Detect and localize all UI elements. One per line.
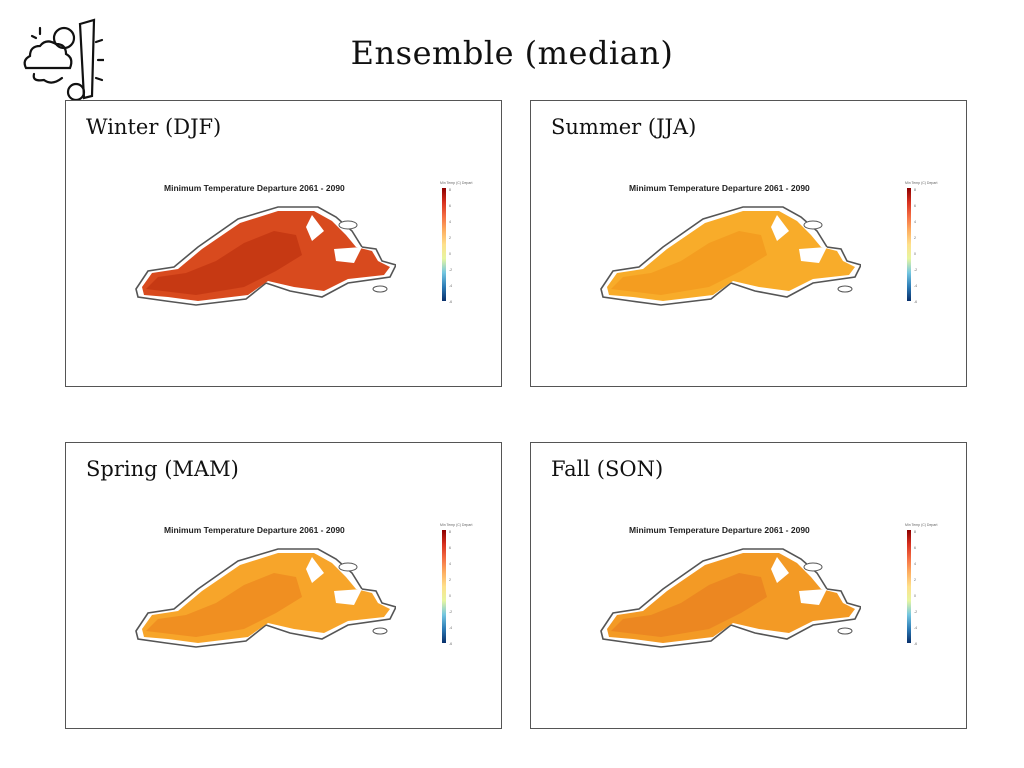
- legend-tick: 2: [449, 236, 451, 240]
- panel-fall: Fall (SON) Minimum Temperature Departure…: [530, 442, 967, 729]
- legend-tick: -2: [914, 268, 918, 272]
- legend-ticks: 8 6 4 2 0 -2 -4 -6: [914, 188, 918, 304]
- map-title: Minimum Temperature Departure 2061 - 209…: [629, 525, 810, 535]
- legend-tick: -4: [449, 284, 453, 288]
- legend-tick: 6: [449, 204, 451, 208]
- temperature-map: [600, 548, 861, 648]
- map-title: Minimum Temperature Departure 2061 - 209…: [164, 183, 345, 193]
- legend-tick: 2: [914, 236, 916, 240]
- legend-tick: 6: [914, 546, 916, 550]
- island-shape: [372, 285, 388, 293]
- legend-ticks: 8 6 4 2 0 -2 -4 -6: [449, 188, 453, 304]
- color-legend: [907, 530, 911, 643]
- legend-ticks: 8 6 4 2 0 -2 -4 -6: [914, 530, 918, 646]
- legend-tick: 4: [914, 562, 916, 566]
- island-shape: [803, 220, 823, 230]
- gap-shape: [771, 557, 827, 605]
- temperature-map: [135, 206, 396, 306]
- legend-tick: 8: [914, 188, 916, 192]
- panel-summer: Summer (JJA) Minimum Temperature Departu…: [530, 100, 967, 387]
- panel-spring: Spring (MAM) Minimum Temperature Departu…: [65, 442, 502, 729]
- panel-winter: Winter (DJF) Minimum Temperature Departu…: [65, 100, 502, 387]
- legend-ticks: 8 6 4 2 0 -2 -4 -6: [449, 530, 453, 646]
- legend-tick: -4: [914, 626, 918, 630]
- legend-tick: 0: [449, 252, 451, 256]
- color-legend: [907, 188, 911, 301]
- map-shade: [146, 231, 302, 295]
- legend-tick: 8: [914, 530, 916, 534]
- legend-tick: 0: [449, 594, 451, 598]
- legend-title: Min Temp (C) Depart: [905, 523, 938, 527]
- legend-tick: -2: [449, 268, 453, 272]
- panel-label: Winter (DJF): [86, 115, 222, 139]
- legend-title: Min Temp (C) Depart: [440, 523, 473, 527]
- legend-tick: 2: [914, 578, 916, 582]
- gap-shape: [306, 557, 362, 605]
- legend-tick: 6: [449, 546, 451, 550]
- legend-tick: -2: [449, 610, 453, 614]
- island-shape: [803, 562, 823, 572]
- legend-tick: -6: [449, 300, 453, 304]
- panel-label: Fall (SON): [551, 457, 664, 481]
- temperature-map: [135, 548, 396, 648]
- legend-tick: 4: [449, 562, 451, 566]
- map-shade: [611, 573, 767, 637]
- gap-shape: [771, 215, 827, 263]
- island-shape: [837, 285, 853, 293]
- island-shape: [338, 220, 358, 230]
- legend-tick: -6: [914, 642, 918, 646]
- legend-tick: -4: [449, 626, 453, 630]
- island-shape: [837, 627, 853, 635]
- map-title: Minimum Temperature Departure 2061 - 209…: [629, 183, 810, 193]
- color-legend: [442, 188, 446, 301]
- legend-tick: -6: [449, 642, 453, 646]
- island-shape: [338, 562, 358, 572]
- legend-tick: 8: [449, 188, 451, 192]
- legend-tick: -2: [914, 610, 918, 614]
- legend-tick: 8: [449, 530, 451, 534]
- legend-tick: 4: [914, 220, 916, 224]
- legend-tick: 2: [449, 578, 451, 582]
- color-legend: [442, 530, 446, 643]
- panel-label: Summer (JJA): [551, 115, 697, 139]
- map-shade: [146, 573, 302, 637]
- legend-tick: -4: [914, 284, 918, 288]
- temperature-map: [600, 206, 861, 306]
- legend-tick: 0: [914, 252, 916, 256]
- panel-label: Spring (MAM): [86, 457, 239, 481]
- legend-tick: 6: [914, 204, 916, 208]
- legend-tick: -6: [914, 300, 918, 304]
- legend-title: Min Temp (C) Depart: [440, 181, 473, 185]
- slide-title: Ensemble (median): [350, 34, 674, 72]
- legend-title: Min Temp (C) Depart: [905, 181, 938, 185]
- legend-tick: 4: [449, 220, 451, 224]
- map-shade: [611, 231, 767, 295]
- map-title: Minimum Temperature Departure 2061 - 209…: [164, 525, 345, 535]
- gap-shape: [306, 215, 362, 263]
- island-shape: [372, 627, 388, 635]
- legend-tick: 0: [914, 594, 916, 598]
